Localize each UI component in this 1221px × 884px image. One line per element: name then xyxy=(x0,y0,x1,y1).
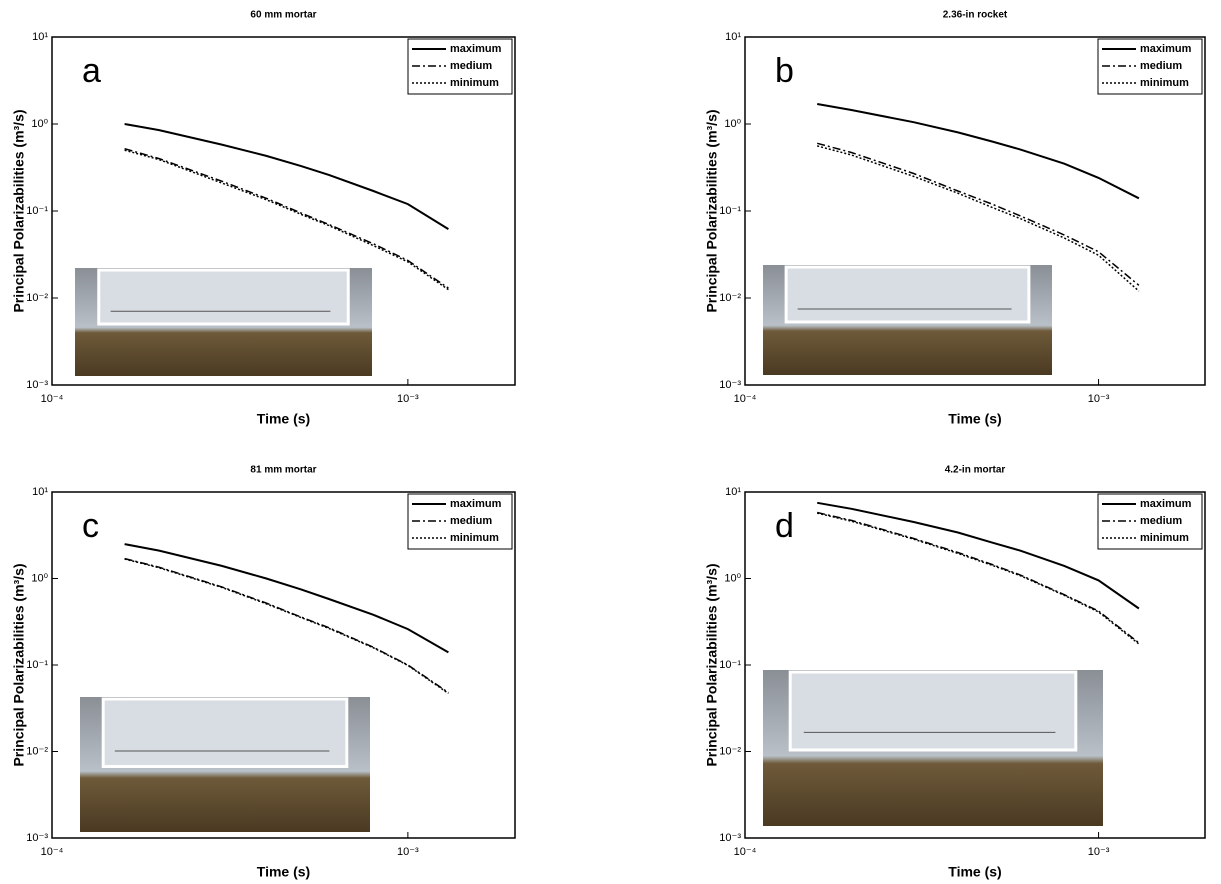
plot-frame xyxy=(744,36,1206,386)
x-tick-label: 10⁻⁴ xyxy=(734,393,757,405)
x-tick-label: 10⁻⁴ xyxy=(734,846,757,858)
panel-label: b xyxy=(775,52,794,90)
y-tick-label: 10⁻² xyxy=(719,292,741,304)
y-tick-label: 10⁰ xyxy=(31,572,48,584)
x-tick-label: 10⁻⁴ xyxy=(41,393,64,405)
y-axis-label: Principal Polarizabilities (m³/s) xyxy=(704,109,720,312)
y-tick-label: 10¹ xyxy=(32,31,48,43)
legend-label: minimum xyxy=(450,532,499,544)
series-line xyxy=(124,557,449,694)
legend-label: minimum xyxy=(1140,532,1189,544)
x-tick-label: 10⁻³ xyxy=(1088,846,1110,858)
x-tick-label: 10⁻⁴ xyxy=(41,846,64,858)
y-tick-label: 10⁻³ xyxy=(719,832,741,844)
y-tick-label: 10⁻² xyxy=(26,745,48,757)
series-line xyxy=(817,142,1140,286)
chart-title: 4.2-in mortar xyxy=(945,465,1006,476)
legend-label: minimum xyxy=(450,77,499,89)
legend-label: maximum xyxy=(450,498,502,510)
photo-board xyxy=(101,697,349,768)
y-tick-label: 10¹ xyxy=(725,31,741,43)
series-line xyxy=(817,103,1140,200)
chart-title: 2.36-in rocket xyxy=(943,10,1008,21)
y-tick-label: 10⁻² xyxy=(26,292,48,304)
legend-label: maximum xyxy=(450,43,502,55)
legend-label: maximum xyxy=(1140,498,1192,510)
legend-label: medium xyxy=(450,60,492,72)
y-tick-label: 10⁰ xyxy=(31,118,48,130)
y-axis-label: Principal Polarizabilities (m³/s) xyxy=(704,563,720,766)
legend-label: medium xyxy=(1140,515,1182,527)
x-tick-label: 10⁻³ xyxy=(397,846,419,858)
panel-label: a xyxy=(82,52,101,90)
series-line xyxy=(817,501,1140,610)
legend-label: medium xyxy=(450,515,492,527)
series-line xyxy=(124,123,449,230)
plot-frame xyxy=(51,36,516,386)
series-line xyxy=(124,558,449,695)
x-tick-label: 10⁻³ xyxy=(397,393,419,405)
y-axis-label: Principal Polarizabilities (m³/s) xyxy=(11,109,27,312)
photo-board xyxy=(784,265,1031,324)
panel-label: c xyxy=(82,507,99,545)
y-tick-label: 10⁰ xyxy=(724,118,741,130)
panel-label: d xyxy=(775,507,794,545)
series-line xyxy=(124,149,449,291)
y-tick-label: 10⁻³ xyxy=(26,832,48,844)
y-tick-label: 10⁰ xyxy=(724,572,741,584)
y-tick-label: 10⁻³ xyxy=(719,379,741,391)
y-tick-label: 10⁻¹ xyxy=(26,205,48,217)
y-tick-label: 10⁻² xyxy=(719,745,741,757)
y-tick-label: 10¹ xyxy=(32,486,48,498)
photo-board xyxy=(97,268,350,326)
x-axis-label: Time (s) xyxy=(257,864,310,880)
legend-label: medium xyxy=(1140,60,1182,72)
x-axis-label: Time (s) xyxy=(257,411,310,427)
y-tick-label: 10⁻¹ xyxy=(26,659,48,671)
y-axis-label: Principal Polarizabilities (m³/s) xyxy=(11,563,27,766)
x-tick-label: 10⁻³ xyxy=(1088,393,1110,405)
legend-label: maximum xyxy=(1140,43,1192,55)
chart-title: 60 mm mortar xyxy=(250,10,316,21)
series-line xyxy=(817,145,1140,292)
x-axis-label: Time (s) xyxy=(948,864,1001,880)
x-axis-label: Time (s) xyxy=(948,411,1001,427)
chart-title: 81 mm mortar xyxy=(250,465,316,476)
y-tick-label: 10¹ xyxy=(725,486,741,498)
series-line xyxy=(124,543,449,654)
y-tick-label: 10⁻³ xyxy=(26,379,48,391)
photo-board xyxy=(788,670,1078,752)
plot-frame xyxy=(51,491,516,839)
series-line xyxy=(124,147,449,289)
series-line xyxy=(817,512,1140,645)
y-tick-label: 10⁻¹ xyxy=(719,659,741,671)
y-tick-label: 10⁻¹ xyxy=(719,205,741,217)
legend-label: minimum xyxy=(1140,77,1189,89)
plot-frame xyxy=(744,491,1206,839)
series-line xyxy=(817,511,1140,644)
